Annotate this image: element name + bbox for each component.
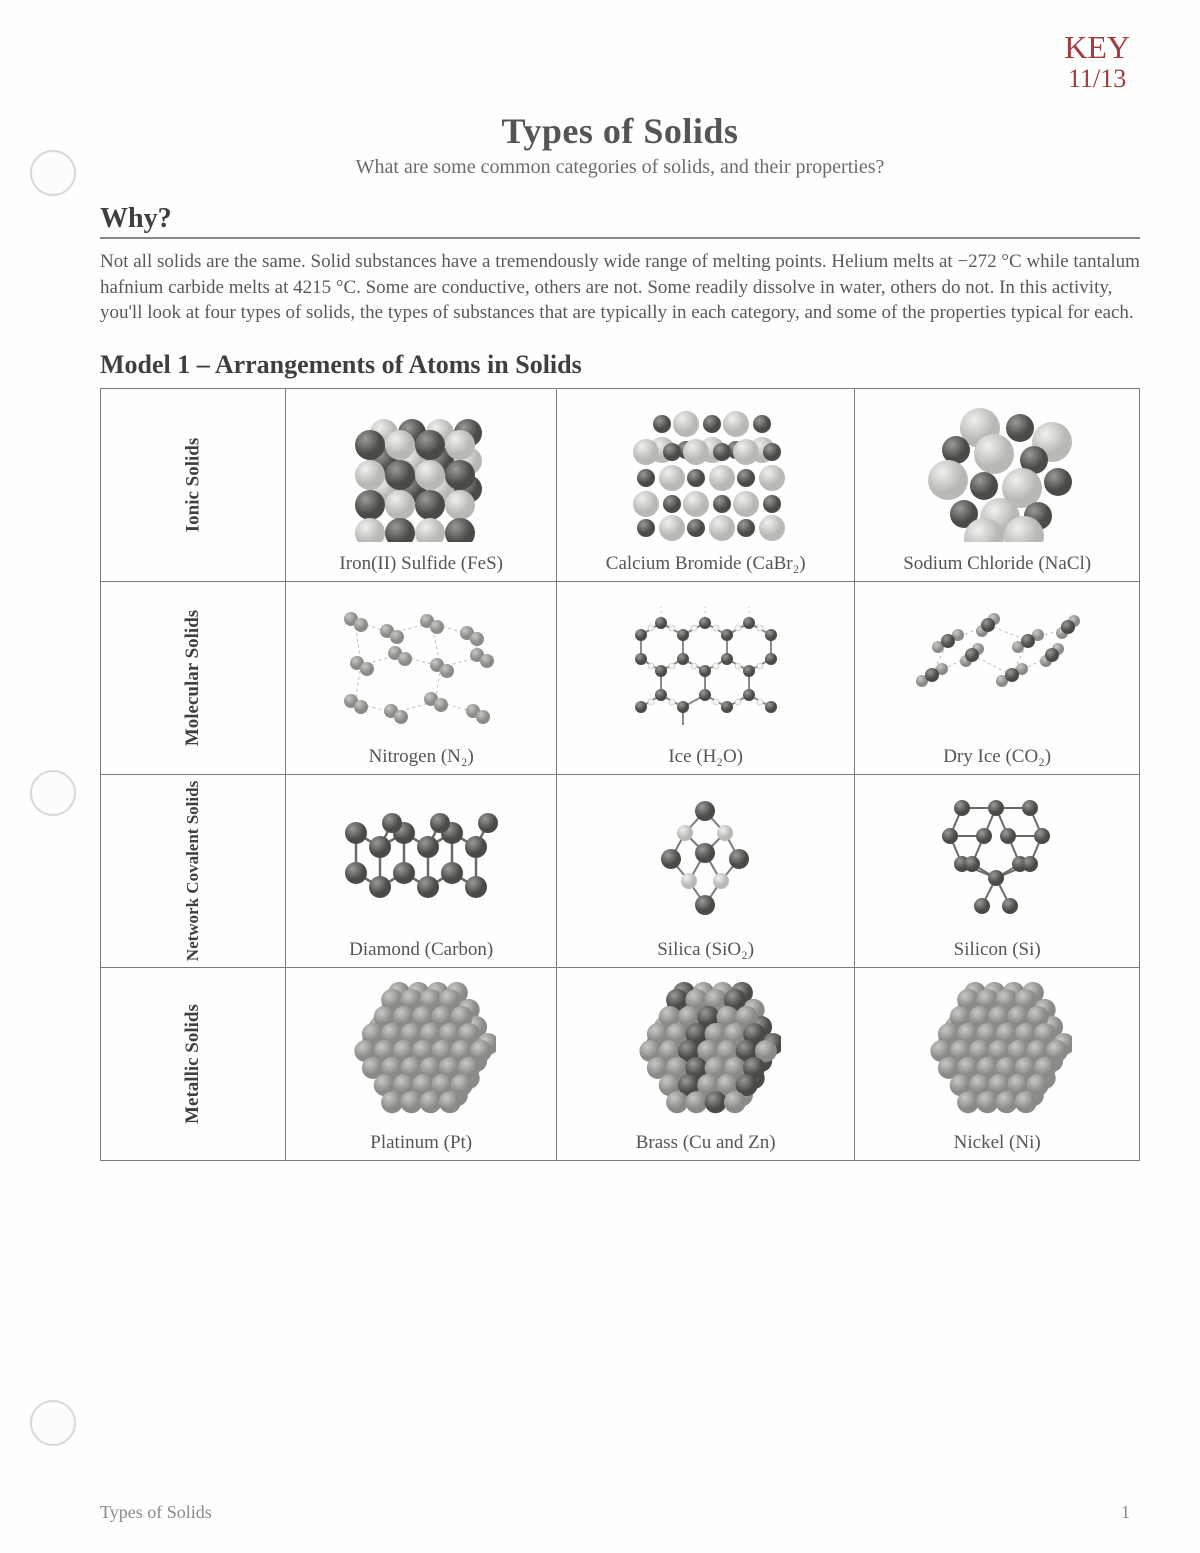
diagram-cell: Silica (SiO₂) — [557, 774, 855, 967]
diagram-caption: Silica (SiO₂) — [563, 939, 848, 961]
diagram-caption: Ice (H₂O) — [563, 746, 848, 768]
diagram-cell: Diamond (Carbon) — [286, 774, 557, 967]
diagram-cell: Dry Ice (CO₂) — [855, 581, 1140, 774]
table-row: Ionic Solids — [101, 388, 1140, 581]
row-label-cell: Network Covalent Solids — [101, 774, 286, 967]
intro-paragraph: Not all solids are the same. Solid subst… — [100, 249, 1140, 326]
table-row: Molecular Solids — [101, 581, 1140, 774]
diagram-network-silicon — [861, 783, 1133, 933]
table-row: Metallic Solids Platinum (Pt) Brass (Cu … — [101, 967, 1140, 1160]
row-label: Molecular Solids — [182, 610, 204, 746]
row-label-cell: Metallic Solids — [101, 967, 286, 1160]
diagram-molecular-n2 — [292, 590, 550, 740]
key-date: 11/13 — [1064, 65, 1130, 94]
worksheet-page: KEY 11/13 Types of Solids What are some … — [0, 0, 1200, 1553]
diagram-cell: Brass (Cu and Zn) — [557, 967, 855, 1160]
diagram-ionic-cabr2 — [563, 397, 848, 547]
diagram-network-diamond — [292, 783, 550, 933]
diagram-molecular-ice — [563, 590, 848, 740]
page-subtitle: What are some common categories of solid… — [100, 156, 1140, 179]
diagram-cell: Platinum (Pt) — [286, 967, 557, 1160]
diagram-cell: Calcium Bromide (CaBr₂) — [557, 388, 855, 581]
punch-hole — [30, 770, 76, 816]
diagram-ionic-nacl — [861, 397, 1133, 547]
punch-hole — [30, 150, 76, 196]
diagram-cell: Nitrogen (N₂) — [286, 581, 557, 774]
diagram-metallic-brass — [563, 976, 848, 1126]
diagram-metallic-pt — [292, 976, 550, 1126]
diagram-molecular-co2 — [861, 590, 1133, 740]
diagram-caption: Diamond (Carbon) — [292, 939, 550, 961]
key-annotation: KEY 11/13 — [1064, 30, 1130, 94]
diagram-cell: Sodium Chloride (NaCl) — [855, 388, 1140, 581]
diagram-caption: Calcium Bromide (CaBr₂) — [563, 553, 848, 575]
solids-table: Ionic Solids — [100, 388, 1140, 1161]
diagram-cell: Iron(II) Sulfide (FeS) — [286, 388, 557, 581]
page-footer: Types of Solids 1 — [100, 1502, 1130, 1523]
diagram-ionic-fes — [292, 397, 550, 547]
table-row: Network Covalent Solids — [101, 774, 1140, 967]
row-label-cell: Ionic Solids — [101, 388, 286, 581]
diagram-caption: Nitrogen (N₂) — [292, 746, 550, 768]
model-heading: Model 1 – Arrangements of Atoms in Solid… — [100, 350, 1140, 380]
diagram-caption: Iron(II) Sulfide (FeS) — [292, 553, 550, 575]
diagram-cell: Ice (H₂O) — [557, 581, 855, 774]
why-heading: Why? — [100, 203, 1140, 239]
page-title: Types of Solids — [100, 110, 1140, 152]
footer-right: 1 — [1121, 1502, 1130, 1523]
row-label-cell: Molecular Solids — [101, 581, 286, 774]
diagram-caption: Silicon (Si) — [861, 939, 1133, 961]
diagram-caption: Platinum (Pt) — [292, 1132, 550, 1154]
diagram-caption: Dry Ice (CO₂) — [861, 746, 1133, 768]
punch-hole — [30, 1400, 76, 1446]
row-label: Network Covalent Solids — [183, 781, 203, 961]
diagram-caption: Nickel (Ni) — [861, 1132, 1133, 1154]
diagram-metallic-ni — [861, 976, 1133, 1126]
diagram-cell: Nickel (Ni) — [855, 967, 1140, 1160]
diagram-cell: Silicon (Si) — [855, 774, 1140, 967]
row-label: Metallic Solids — [182, 1004, 204, 1124]
diagram-caption: Sodium Chloride (NaCl) — [861, 553, 1133, 575]
diagram-caption: Brass (Cu and Zn) — [563, 1132, 848, 1154]
diagram-network-silica — [563, 783, 848, 933]
footer-left: Types of Solids — [100, 1502, 212, 1523]
row-label: Ionic Solids — [182, 438, 204, 533]
key-text: KEY — [1064, 30, 1130, 65]
